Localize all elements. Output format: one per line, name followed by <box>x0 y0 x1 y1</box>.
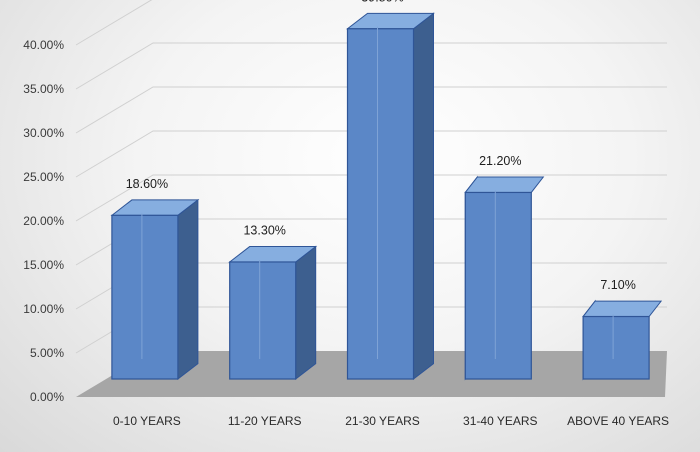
bar <box>346 28 415 380</box>
gridline <box>75 42 667 90</box>
gridline <box>75 174 667 222</box>
bar-side <box>295 245 317 381</box>
x-tick-label: ABOVE 40 YEARS <box>567 414 669 428</box>
bar <box>229 261 297 380</box>
data-label: 7.10% <box>600 278 635 292</box>
y-tick-label: 10.00% <box>23 302 64 316</box>
bar <box>464 191 532 380</box>
y-tick-label: 0.00% <box>30 390 64 404</box>
y-tick-label: 5.00% <box>30 346 64 360</box>
bar-side <box>177 198 199 381</box>
y-tick-label: 25.00% <box>23 170 64 184</box>
x-tick-label: 31-40 YEARS <box>463 414 538 428</box>
x-tick-label: 11-20 YEARS <box>228 414 302 428</box>
data-label: 18.60% <box>126 177 168 191</box>
y-tick-label: 15.00% <box>23 258 64 272</box>
y-tick-label: 30.00% <box>23 126 64 140</box>
data-label: 39.80% <box>361 0 403 4</box>
data-label: 21.20% <box>479 154 521 168</box>
bar <box>111 214 179 380</box>
gridline <box>75 0 153 46</box>
bar-top <box>464 176 545 193</box>
y-tick-label: 40.00% <box>23 38 64 52</box>
bar <box>582 315 650 380</box>
bar-top <box>582 300 663 318</box>
y-tick-label: 35.00% <box>23 82 64 96</box>
y-tick-label: 20.00% <box>23 214 64 228</box>
bar-side <box>413 12 434 381</box>
x-tick-label: 0-10 YEARS <box>113 414 181 428</box>
gridline <box>75 86 667 134</box>
data-label: 13.30% <box>243 224 285 238</box>
gridline <box>75 130 667 178</box>
x-tick-label: 21-30 YEARS <box>345 414 420 428</box>
